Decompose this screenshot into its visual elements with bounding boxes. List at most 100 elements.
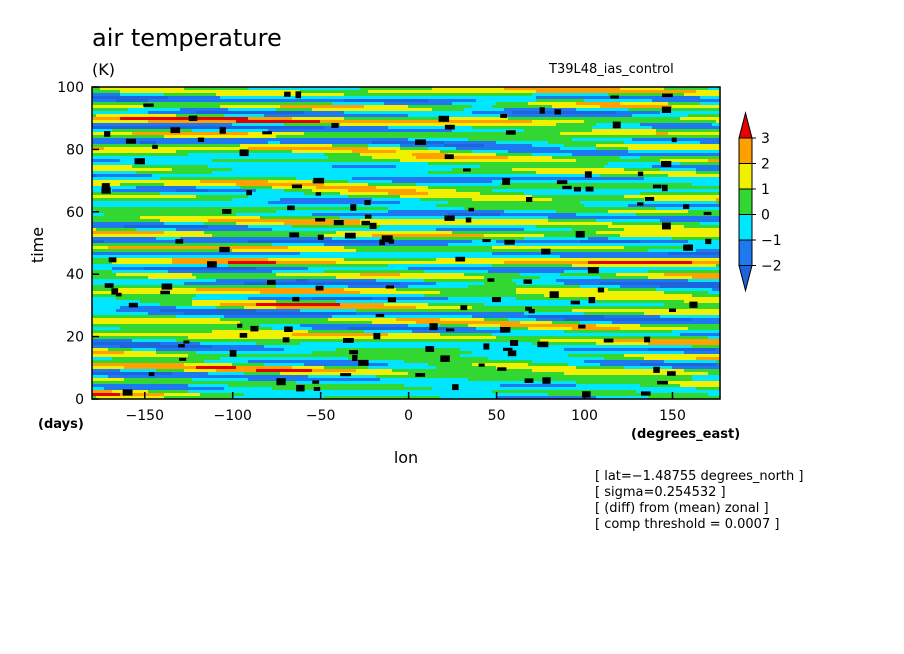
heatmap-cell <box>260 99 265 103</box>
heatmap-cell <box>220 87 225 91</box>
heatmap-cell <box>220 102 225 106</box>
heatmap-cell <box>284 105 289 109</box>
heatmap-cell <box>632 87 637 91</box>
heatmap-cell <box>640 99 645 103</box>
heatmap-cell <box>316 105 321 109</box>
heatmap-cell <box>312 96 317 100</box>
heatmap-cell <box>408 93 413 97</box>
heatmap-cell <box>568 99 573 103</box>
heatmap-cell <box>400 87 405 91</box>
heatmap-cell <box>168 108 173 112</box>
heatmap-cell <box>576 105 581 109</box>
heatmap-cell <box>200 93 205 97</box>
heatmap-cell <box>476 99 481 103</box>
heatmap-cell <box>148 90 153 94</box>
heatmap-cell <box>628 90 633 94</box>
heatmap-cell <box>284 87 289 91</box>
heatmap-cell <box>432 99 437 103</box>
heatmap-cell <box>152 102 157 106</box>
heatmap-cell <box>704 105 709 109</box>
heatmap-cell <box>104 105 109 109</box>
heatmap-cell <box>236 99 241 103</box>
heatmap-cell <box>168 96 173 100</box>
heatmap-cell <box>200 108 205 112</box>
heatmap-cell <box>520 90 525 94</box>
heatmap-cell <box>340 87 345 91</box>
heatmap-cell <box>564 105 569 109</box>
heatmap-cell <box>464 90 469 94</box>
heatmap-cell <box>172 93 177 97</box>
heatmap-cell <box>560 96 565 100</box>
heatmap-cell <box>368 105 373 109</box>
heatmap-cell <box>588 102 593 106</box>
heatmap-cell <box>336 108 341 112</box>
heatmap-cell <box>208 108 213 112</box>
heatmap-cell <box>144 90 149 94</box>
heatmap-cell <box>164 102 169 106</box>
heatmap-cell <box>652 105 657 109</box>
heatmap-cell <box>512 96 517 100</box>
heatmap-cell <box>508 96 513 100</box>
heatmap-cell <box>440 87 445 91</box>
heatmap-cell <box>300 99 305 103</box>
heatmap-cell <box>432 105 437 109</box>
heatmap-cell <box>616 102 621 106</box>
heatmap-cell <box>228 108 233 112</box>
heatmap-cell <box>484 96 489 100</box>
heatmap-cell <box>560 102 565 106</box>
heatmap-cell <box>692 93 697 97</box>
heatmap-cell <box>188 87 193 91</box>
heatmap-cell <box>420 105 425 109</box>
heatmap-cell <box>564 93 569 97</box>
heatmap-cell <box>552 102 557 106</box>
heatmap-cell <box>660 99 665 103</box>
heatmap-cell <box>328 99 333 103</box>
heatmap-cell <box>140 90 145 94</box>
heatmap-cell <box>652 102 657 106</box>
heatmap-cell <box>680 93 685 97</box>
heatmap-cell <box>184 99 189 103</box>
heatmap-cell <box>396 90 401 94</box>
heatmap-cell <box>212 93 217 97</box>
heatmap-cell <box>320 105 325 109</box>
heatmap-cell <box>212 90 217 94</box>
heatmap-cell <box>560 93 565 97</box>
heatmap-cell <box>404 87 409 91</box>
heatmap-cell <box>556 105 561 109</box>
heatmap-cell <box>700 96 705 100</box>
heatmap-cell <box>460 90 465 94</box>
heatmap-cell <box>320 102 325 106</box>
heatmap-cell <box>444 105 449 109</box>
heatmap-cell <box>592 96 597 100</box>
heatmap-cell <box>172 105 177 109</box>
heatmap-cell <box>532 90 537 94</box>
heatmap-cell <box>380 99 385 103</box>
heatmap-cell <box>240 93 245 97</box>
heatmap-cell <box>620 90 625 94</box>
heatmap-cell <box>168 99 173 103</box>
heatmap-cell <box>464 102 469 106</box>
heatmap-cell <box>268 105 273 109</box>
heatmap-cell <box>412 105 417 109</box>
heatmap-cell <box>436 99 441 103</box>
heatmap-cell <box>548 105 553 109</box>
heatmap-cell <box>104 99 109 103</box>
heatmap-cell <box>676 99 681 103</box>
heatmap-cell <box>388 102 393 106</box>
heatmap-cell <box>244 105 249 109</box>
heatmap-cell <box>616 105 621 109</box>
heatmap-cell <box>152 105 157 109</box>
heatmap-cell <box>696 99 701 103</box>
heatmap-cell <box>124 90 129 94</box>
heatmap-cell <box>204 87 209 91</box>
heatmap-cell <box>212 102 217 106</box>
heatmap-cell <box>344 108 349 112</box>
heatmap-cell <box>344 96 349 100</box>
heatmap-cell <box>320 108 325 112</box>
heatmap-cell <box>392 96 397 100</box>
heatmap-cell <box>148 96 153 100</box>
heatmap-cell <box>648 90 653 94</box>
heatmap-cell <box>236 90 241 94</box>
heatmap-cell <box>252 99 257 103</box>
heatmap-cell <box>324 99 329 103</box>
